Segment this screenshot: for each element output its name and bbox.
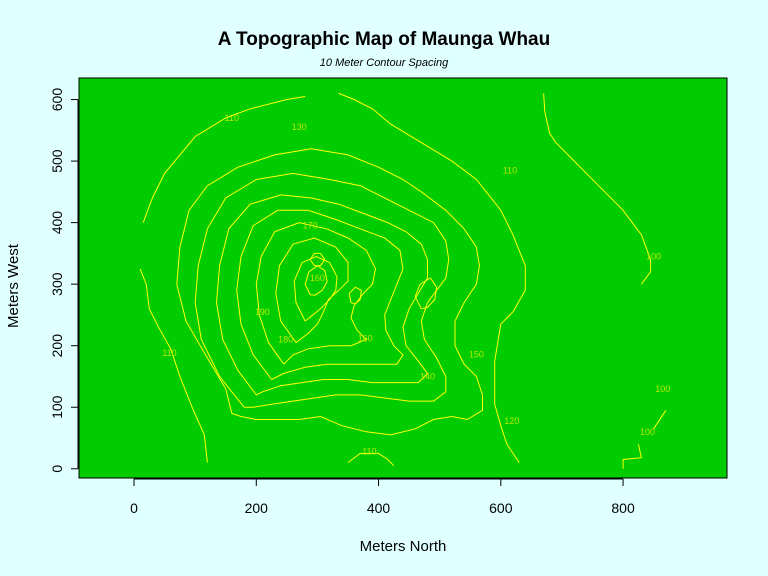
- contour-label-7: 180: [278, 335, 293, 345]
- contour-line-200-15: [309, 252, 326, 267]
- y-tick-label-300: 300: [49, 272, 65, 296]
- x-tick-label-0: 0: [130, 500, 138, 516]
- contour-label-10: 140: [420, 372, 435, 382]
- contour-line-160-11: [255, 222, 377, 365]
- contour-label-4: 170: [303, 221, 318, 231]
- contour-label-2: 110: [503, 165, 517, 175]
- chart-title: A Topographic Map of Maunga Whau: [217, 29, 551, 50]
- y-tick-label-600: 600: [49, 88, 65, 112]
- x-tick-label-600: 600: [489, 500, 513, 516]
- contour-line-100-2: [622, 444, 643, 469]
- x-tick-label-400: 400: [367, 500, 391, 516]
- contour-line-110-4: [139, 268, 208, 463]
- y-axis-title: Meters West: [5, 243, 22, 328]
- contour-label-8: 160: [358, 333, 373, 343]
- contour-line-170-12: [275, 237, 349, 343]
- contour-label-9: 150: [469, 349, 484, 359]
- contour-line-110-3: [142, 96, 306, 223]
- contour-label-15: 100: [640, 427, 655, 437]
- contour-label-1: 130: [292, 122, 307, 132]
- contour-label-5: 160: [310, 273, 325, 283]
- contour-label-11: 120: [504, 416, 519, 426]
- contour-line-100-1: [653, 410, 667, 430]
- y-tick-label-200: 200: [49, 334, 65, 358]
- contour-line-180-16: [414, 277, 438, 310]
- x-axis-title: Meters North: [360, 538, 447, 555]
- y-tick-label-0: 0: [49, 465, 65, 473]
- contour-line-130-8: [194, 172, 450, 408]
- contour-line-180-13: [293, 255, 338, 322]
- contour-label-layer: 110 130 110 100 170 160 190 180 160 150 140 120 110 1…: [162, 113, 670, 457]
- contour-line-120-7: [176, 148, 483, 436]
- contour-line-110-6: [347, 452, 395, 467]
- y-tick-label-500: 500: [49, 149, 65, 173]
- contour-label-0: 110: [225, 113, 239, 123]
- contour-line-100-0: [543, 93, 652, 285]
- contour-line-170-17: [348, 286, 362, 305]
- contour-label-14: 100: [655, 384, 670, 394]
- plot-area: [78, 77, 728, 479]
- contour-line-140-9: [215, 194, 429, 396]
- contour-label-12: 110: [362, 447, 376, 457]
- chart-subtitle: 10 Meter Contour Spacing: [319, 57, 449, 69]
- contour-line-190-14: [304, 265, 328, 296]
- x-tick-label-200: 200: [245, 500, 269, 516]
- y-tick-label-400: 400: [49, 211, 65, 235]
- contour-label-13: 110: [162, 348, 176, 358]
- contour-line-150-10: [236, 209, 404, 380]
- contour-line-110-5: [338, 92, 526, 463]
- contour-label-6: 190: [255, 307, 270, 317]
- contour-layer: [139, 92, 667, 469]
- x-tick-label-800: 800: [611, 500, 635, 516]
- y-axis: 0 100 200 300 400 500 600: [49, 88, 79, 473]
- contour-label-3: 100: [646, 252, 661, 262]
- y-tick-label-100: 100: [49, 395, 65, 419]
- x-axis: 0 200 400 600 800: [130, 478, 635, 516]
